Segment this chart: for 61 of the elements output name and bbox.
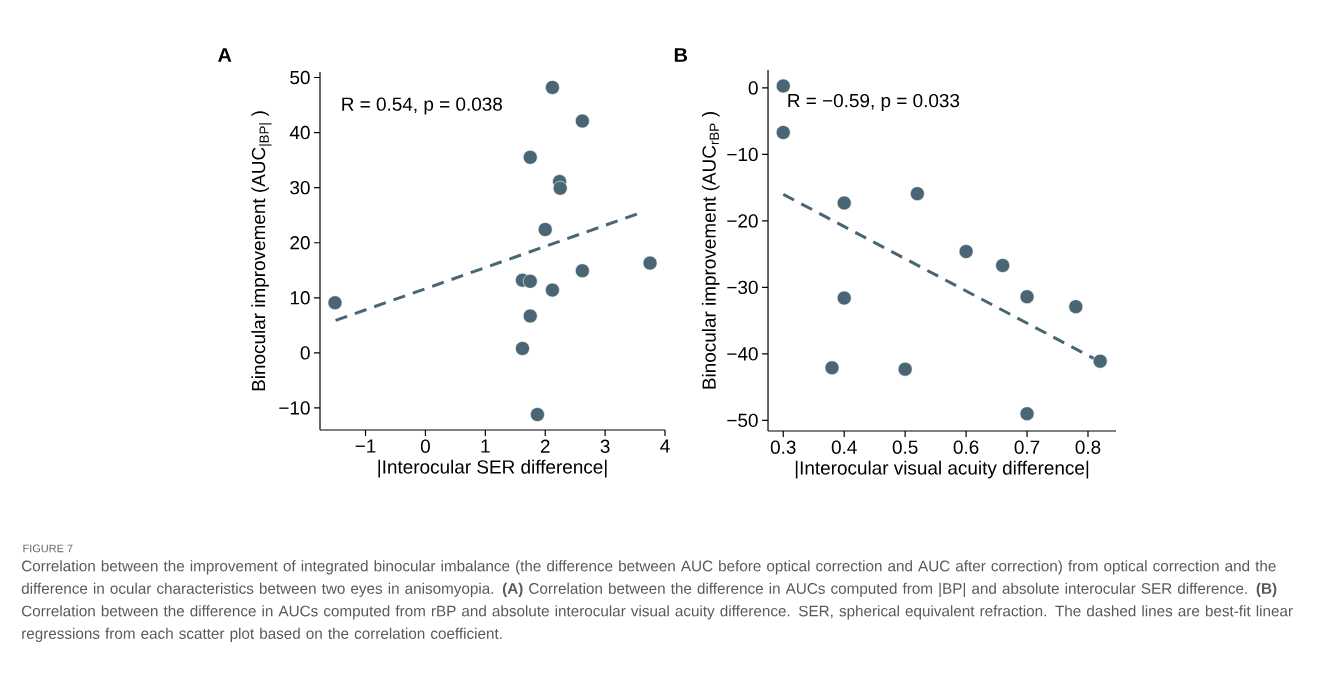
x-tick-label: 0.4 <box>831 440 857 454</box>
point <box>545 282 560 298</box>
y-tick-label: 0 <box>748 81 758 95</box>
y-tick-label: 10 <box>290 291 310 305</box>
point <box>537 222 553 237</box>
point <box>522 308 538 324</box>
chart-title: A <box>218 48 232 62</box>
x-tick-label: 0.6 <box>953 440 979 454</box>
point <box>995 258 1010 273</box>
point <box>1092 353 1108 369</box>
y-tick-label: −30 <box>727 280 758 295</box>
annotation: R = −0.59, p = 0.033 <box>788 93 960 112</box>
x-tick-label: 3 <box>600 439 610 453</box>
point <box>575 113 590 129</box>
y-tick-label: −10 <box>727 147 758 162</box>
point <box>327 295 343 311</box>
annotation: R = 0.54, p = 0.038 <box>342 97 503 115</box>
y-tick-label: −20 <box>727 214 758 228</box>
y-tick-label: −50 <box>727 413 758 428</box>
y-tick-label: −40 <box>727 347 758 361</box>
x-axis-title: |Interocular visual acuity difference| <box>795 460 1089 479</box>
y-axis-title: Binocular improvement (AUC$_{rBP}$ ) <box>701 112 720 389</box>
x-tick-label: 4 <box>660 439 670 453</box>
point <box>552 180 568 196</box>
y-axis-title: Binocular improvement (AUC$_{|BP|}$ ) <box>251 111 272 391</box>
x-tick-label: 0 <box>420 439 430 453</box>
point <box>836 290 852 306</box>
point <box>958 244 974 259</box>
x-tick-label: 1 <box>481 439 490 453</box>
x-tick-label: 2 <box>540 439 550 453</box>
x-tick-label: 0.8 <box>1075 440 1101 454</box>
chart-title: B <box>674 48 688 62</box>
text: Correlation between the improvement of integrated binocular imbalance (the difference between AUC before optical correction and AUC after correction) from optical correction and the difference in ocular characteristics between two eyes in anisomyopia. (A) Correlation between the difference in AUCs computed from |BP| and absolute interocular SER difference. (B) Correlation between the difference in AUCs computed from rBP and absolute interocular visual acuity difference. SER, spherical equivalent refraction. The dashed lines are best-fit linear regressions from each scatter plot based on the correlation coefficient. <box>21 560 1293 642</box>
point <box>910 186 925 201</box>
point <box>530 407 545 422</box>
point <box>775 125 791 140</box>
y-tick-label: 40 <box>289 125 310 140</box>
point <box>575 263 590 279</box>
y-tick-label: 30 <box>290 180 310 195</box>
point <box>775 78 791 94</box>
y-tick-label: 50 <box>290 70 310 85</box>
point <box>545 80 560 95</box>
point <box>1068 299 1084 314</box>
x-tick-label: −1 <box>355 439 376 453</box>
y-tick-label: 0 <box>300 346 310 360</box>
x-tick-label: 0.5 <box>892 440 918 454</box>
x-tick-label: 0.3 <box>770 440 796 454</box>
x-axis-title: |Interocular SER difference| <box>378 459 607 478</box>
point <box>1019 406 1035 422</box>
y-tick-label: −10 <box>279 401 310 415</box>
point <box>642 255 658 271</box>
point <box>522 150 538 165</box>
point <box>836 195 852 211</box>
caption: FIGURE 7 <box>23 544 73 553</box>
point <box>824 360 840 376</box>
point <box>1019 289 1035 304</box>
point <box>522 273 538 289</box>
y-tick-label: 20 <box>290 236 310 250</box>
point <box>515 341 530 356</box>
point <box>897 361 913 377</box>
x-tick-label: 0.7 <box>1014 440 1040 454</box>
